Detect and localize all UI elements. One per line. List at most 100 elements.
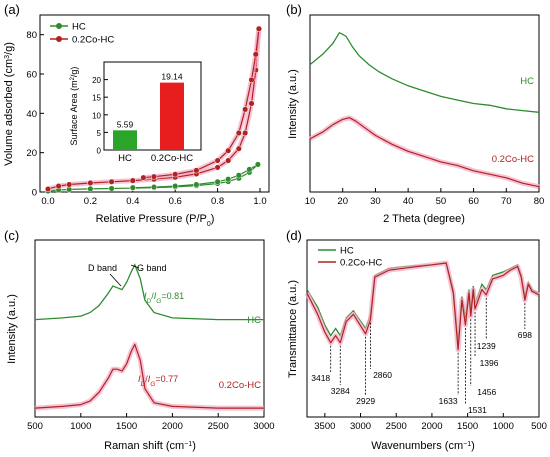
panel-d-xlabel: Wavenumbers (cm−1)	[371, 440, 475, 452]
panel-d-series	[304, 260, 541, 353]
panel-b-co-line	[309, 117, 540, 188]
panel-b-series	[308, 31, 540, 190]
panel-a-hc-point	[108, 185, 115, 192]
panel-a-hc-point	[87, 185, 94, 192]
panel-a-y-tick-label: 40	[26, 109, 37, 120]
panel-d-x-tick-label: 2500	[386, 421, 407, 432]
panel-c-series	[34, 263, 264, 411]
peak-label-3418: 3418	[311, 373, 330, 383]
inset-category-label: 0.2Co-HC	[151, 153, 193, 164]
panel-c-co-label: 0.2Co-HC	[219, 380, 261, 391]
panel-c-hc-label: HC	[247, 315, 261, 326]
panel-a-x-tick-label: 0.0	[41, 196, 54, 207]
panel-d-x-tick-label: 1500	[457, 421, 478, 432]
peak-label-1396: 1396	[480, 358, 499, 368]
panel-b-hc-line	[309, 31, 540, 113]
panel-c-x-tick-label: 3000	[253, 421, 274, 432]
panel-d-co-line	[306, 262, 540, 351]
panel-d-x-tick-label: 2000	[421, 421, 442, 432]
panel-c-xlabel: Raman shift (cm−1)	[104, 440, 196, 452]
panel-c-ratio-hc: ID/IG=0.81	[144, 291, 184, 305]
inset-bar-co	[160, 82, 184, 150]
panel-a-hc-point	[172, 183, 179, 190]
panel-a-co-point	[242, 129, 249, 137]
panel-b-x-tick-label: 50	[436, 196, 447, 207]
panel-a-co-adsorption-line	[47, 28, 260, 190]
panel-a-y-tick-label: 60	[26, 70, 37, 81]
panel-a-co-point	[44, 186, 52, 193]
panel-a-co-point	[66, 181, 73, 188]
panel-a-x-tick-label: 0.6	[169, 196, 182, 207]
panel-b-x-tick-label: 60	[468, 196, 479, 207]
panel-b-x-tick-label: 40	[403, 196, 414, 207]
dband-pointer	[109, 273, 122, 287]
gband-pointer	[130, 264, 140, 269]
inset-ylabel: Surface Area (m2/g)	[69, 67, 79, 146]
panel-a-co-point	[55, 183, 62, 190]
peak-label-2929: 2929	[356, 396, 375, 406]
panel-a-x-tick-label: 0.2	[84, 196, 97, 207]
panel-a-x-tick-label: 0.4	[126, 196, 139, 207]
panel-a-inset-bars: 0 5 10 15 20 5.59 HC 19.14 0.2Co-HC	[92, 72, 193, 164]
panel-b-co-line-glow	[308, 115, 540, 190]
panel-c-hc-line	[34, 263, 264, 321]
legend-co-label: 0.2Co-HC	[72, 35, 114, 46]
panel-a-co-point	[87, 179, 94, 187]
panel-d-ylabel: Transmittance (a.u.)	[287, 280, 299, 378]
panel-b-x-tick-label: 80	[534, 196, 545, 207]
panel-a-co-point	[235, 145, 242, 152]
panel-b-ticks: 10 20 30 40 50 60 70 80	[305, 188, 545, 207]
peak-label-2860: 2860	[373, 370, 392, 380]
panel-d-ticks: 3500 3000 2500 2000 1500 1000 500	[314, 413, 547, 432]
inset-y-tick-label: 5	[97, 129, 102, 138]
panel-c-x-tick-label: 1500	[116, 421, 137, 432]
panel-c-dband-label: D band	[88, 263, 117, 273]
panel-a-y-tick-label: 80	[26, 30, 37, 41]
panel-a-co-point	[108, 178, 115, 185]
panel-letter-a: (a)	[4, 2, 20, 17]
panel-letter-b: (b)	[286, 2, 302, 17]
panel-a-co-point	[129, 177, 136, 184]
panel-a-xlabel: Relative Pressure (P/P0)	[96, 213, 215, 228]
inset-y-tick-label: 15	[92, 94, 101, 103]
legend-d-hc-label: HC	[340, 246, 354, 257]
panel-b-ylabel: Intensity (a.u.)	[287, 69, 299, 139]
panel-a-hc-point	[254, 161, 261, 168]
panel-c-x-tick-label: 1000	[70, 421, 91, 432]
panel-a-ticks: 0.0 0.2 0.4 0.6 0.8 1.0 0 20 40 60 80	[26, 30, 266, 207]
inset-y-tick-label: 20	[92, 76, 101, 85]
panel-a-co-point	[235, 129, 242, 137]
panel-a-hc-point	[214, 178, 221, 185]
inset-category-label: HC	[118, 153, 132, 164]
panel-a-co-point	[150, 173, 158, 180]
panel-a-co-point	[242, 106, 249, 113]
panel-a-hc-point	[246, 166, 253, 173]
panel-a-y-tick-label: 0	[32, 188, 37, 199]
legend-co-marker	[56, 36, 62, 42]
inset-bar-hc	[113, 130, 137, 150]
peak-label-1633: 1633	[439, 396, 458, 406]
panel-b-x-tick-label: 70	[501, 196, 512, 207]
panel-a-x-tick-label: 1.0	[253, 196, 266, 207]
panel-a-legend: HC 0.2Co-HC	[50, 22, 114, 46]
panel-a-co-point	[214, 164, 221, 171]
panel-a-co-point	[225, 147, 232, 154]
panel-c-ylabel: Intensity (a.u.)	[6, 294, 18, 364]
panel-b-frame	[309, 14, 540, 193]
peak-label-1239: 1239	[477, 341, 496, 351]
panel-b-x-tick-label: 10	[305, 196, 316, 207]
inset-value-label: 5.59	[117, 119, 134, 129]
panel-a-co-point	[140, 174, 147, 181]
panel-a-hc-point	[129, 184, 136, 191]
panel-a-ylabel: Volume adsorbed (cm3/g)	[3, 42, 15, 166]
panel-c-frame	[34, 239, 265, 418]
legend-hc-label: HC	[72, 22, 86, 33]
peak-label-1531: 1531	[468, 405, 487, 415]
inset-y-tick-label: 10	[92, 111, 101, 120]
panel-b-co-label: 0.2Co-HC	[492, 154, 534, 165]
panel-a-co-point	[172, 171, 179, 178]
inset-y-tick-label: 0	[97, 147, 102, 156]
panel-c-x-tick-label: 2500	[208, 421, 229, 432]
panel-d-frame	[306, 239, 540, 418]
